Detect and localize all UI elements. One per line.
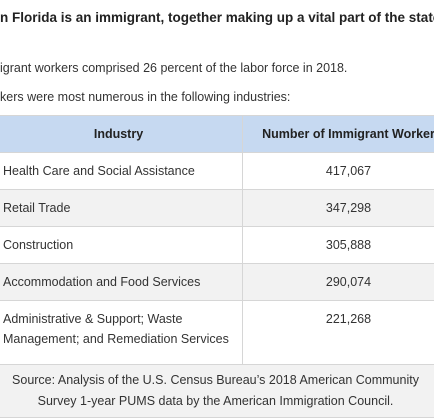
table-row: Retail Trade 347,298: [0, 189, 434, 227]
count-cell: 305,888: [242, 226, 434, 264]
paragraph: igrant workers comprised 26 percent of t…: [0, 61, 348, 75]
title: n Florida is an immigrant, together maki…: [0, 10, 434, 25]
count-cell: 347,298: [242, 189, 434, 227]
industry-cell: Accommodation and Food Services: [0, 263, 243, 301]
source-note: Source: Analysis of the U.S. Census Bure…: [0, 364, 434, 418]
industry-cell: Construction: [0, 226, 243, 264]
industry-cell: Health Care and Social Assistance: [0, 152, 243, 190]
table-row: Health Care and Social Assistance 417,067: [0, 152, 434, 190]
paragraph: kers were most numerous in the following…: [0, 90, 291, 104]
column-header: Number of Immigrant Worker: [242, 115, 434, 153]
count-cell: 290,074: [242, 263, 434, 301]
source-row: Source: Analysis of the U.S. Census Bure…: [0, 364, 434, 418]
table-row: Accommodation and Food Services 290,074: [0, 263, 434, 301]
count-cell: 417,067: [242, 152, 434, 190]
column-header: Industry: [0, 115, 243, 153]
industry-cell: Administrative & Support; Waste Manageme…: [0, 300, 243, 365]
table-row: Administrative & Support; Waste Manageme…: [0, 300, 434, 365]
table: Industry Number of Immigrant Worker Heal…: [0, 115, 434, 418]
table-row: Construction 305,888: [0, 226, 434, 264]
industry-cell: Retail Trade: [0, 189, 243, 227]
header-row: Industry Number of Immigrant Worker: [0, 115, 434, 153]
count-cell: 221,268: [242, 300, 434, 365]
